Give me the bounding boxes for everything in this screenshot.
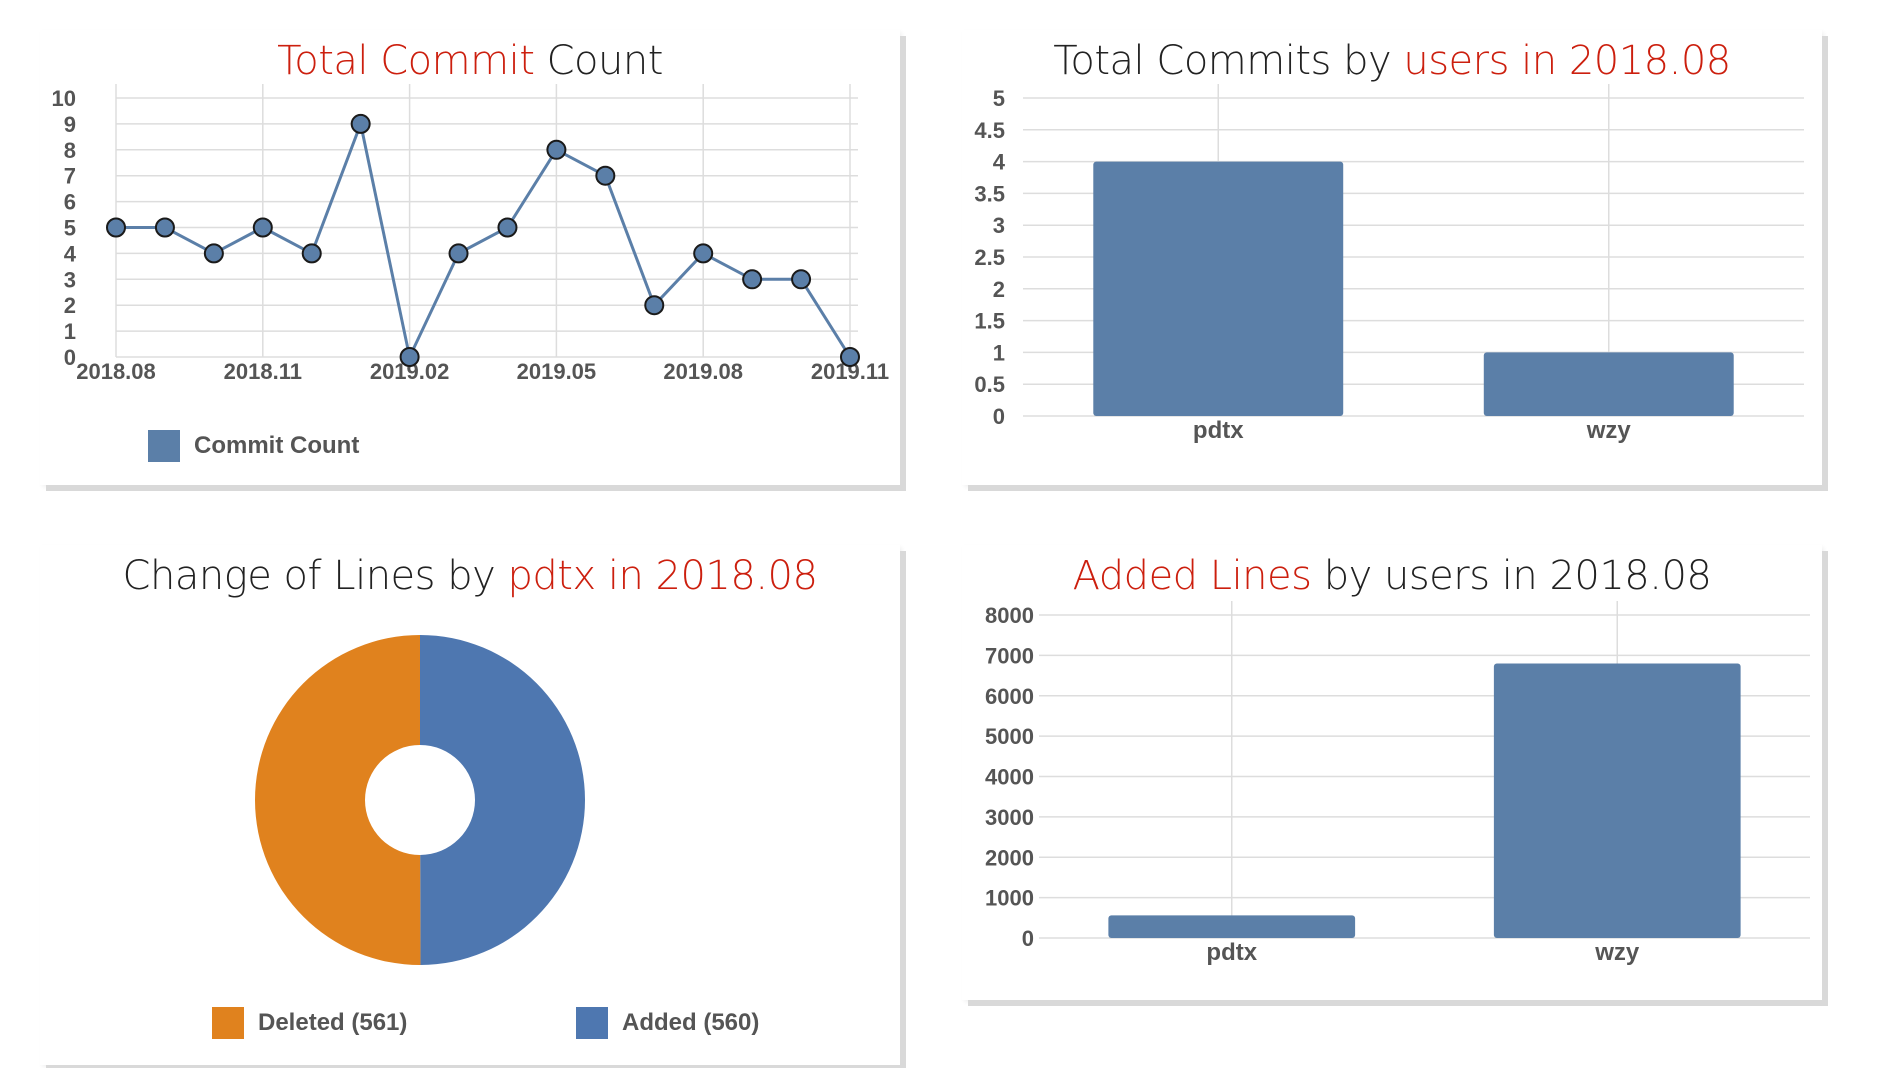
y-tick-label: 0 [1022,926,1034,951]
y-tick-label: 6 [64,190,76,215]
added-lines-card: Added Lines by users in 2018.08 0 1000 200… [962,545,1822,1000]
data-point [840,347,860,367]
y-tick-label: 3 [64,267,76,292]
y-tick-label: 2000 [985,845,1034,870]
y-tick-label: 1 [993,340,1005,365]
legend-added-label: Added (560) [622,1009,760,1036]
commit-count-card: Total Commit Count 0 1 2 3 4 5 6 7 8 9 10 2018.08 20… [40,30,900,485]
line-change-card: Change of Lines by pdtx in 2018.08 Delet… [40,545,900,1065]
y-tick-label: 5000 [985,724,1034,749]
y-tick-label: 3.5 [974,181,1005,206]
category-label: pdtx [1206,939,1257,966]
x-tick-label: 2018.08 [76,359,156,384]
legend-deleted-label: Deleted (561) [258,1009,408,1036]
y-tick-label: 4 [64,241,77,266]
category-label: wzy [1594,939,1640,966]
y-tick-label: 10 [52,86,76,111]
data-point [644,295,665,316]
category-label: pdtx [1193,417,1244,444]
user-commits-bar-chart: 0 0.5 1 1.5 2 2.5 3 3.5 4 4.5 5 pdtx wzy [974,84,1804,444]
data-point [301,243,322,264]
commit-count-legend[interactable]: Commit Count [148,430,359,462]
commit-count-title-highlight: Total Commit [277,38,535,84]
added-lines-title-rest: by users in 2018.08 [1311,553,1712,599]
legend-label: Commit Count [194,432,360,459]
data-point [742,269,763,290]
y-tick-label: 0 [64,345,76,370]
user-commits-card: Total Commits by users in 2018.08 0 0.5 1 1… [962,30,1822,485]
y-tick-label: 2.5 [974,245,1005,270]
data-point [399,347,420,367]
y-tick-label: 1.5 [974,309,1005,334]
added-lines-title-highlight: Added Lines [1072,553,1312,599]
series-line [116,118,852,362]
legend-swatch [148,430,180,462]
legend-swatch-deleted [212,1007,244,1039]
added-lines-bar-chart: 0 1000 2000 3000 4000 5000 6000 7000 8000 pdtx wzy [985,601,1810,966]
y-tick-label: 8000 [985,603,1034,628]
donut-slice [255,635,421,965]
y-tick-label: 7000 [985,643,1034,668]
x-tick-label: 2019.08 [663,359,743,384]
data-point [203,243,224,264]
line-change-title-plain: Change of Lines by [122,553,508,599]
y-tick-label: 1 [64,319,76,344]
bar [1108,915,1356,938]
y-tick-label: 1000 [985,886,1034,911]
y-tick-label: 7 [64,164,76,189]
data-point [693,243,714,264]
category-label: wzy [1586,417,1632,444]
y-tick-label: 3000 [985,805,1034,830]
y-tick-label: 9 [64,112,76,137]
user-commits-title: Total Commits by users in 2018.08 [962,38,1822,84]
user-commits-title-highlight: users in 2018.08 [1403,38,1731,84]
data-point [448,243,469,264]
added-lines-title: Added Lines by users in 2018.08 [962,553,1822,599]
bar [1493,663,1741,938]
user-commits-title-plain: Total Commits by [1053,38,1404,84]
x-tick-label: 2018.11 [224,359,302,384]
line-change-title-highlight: pdtx in 2018.08 [507,553,818,599]
y-tick-label: 3 [993,213,1005,238]
y-tick-label: 0 [993,404,1005,429]
commit-count-title: Total Commit Count [40,38,900,84]
donut-slice [420,635,586,965]
data-point [252,217,273,238]
x-tick-label: 2019.05 [517,359,597,384]
data-point [497,217,518,238]
legend-added[interactable]: Added (560) [576,1007,759,1039]
line-change-donut-chart [255,635,586,965]
data-point [350,113,371,134]
y-tick-label: 6000 [985,684,1034,709]
line-change-title: Change of Lines by pdtx in 2018.08 [40,553,900,599]
data-point [154,217,175,238]
y-tick-label: 2 [64,293,76,318]
legend-swatch-added [576,1007,608,1039]
bar [1093,161,1344,416]
legend-deleted[interactable]: Deleted (561) [212,1007,407,1039]
y-tick-label: 4000 [985,765,1034,790]
data-point [106,217,126,238]
data-point [546,139,567,160]
data-point [595,165,616,186]
data-point [791,269,812,290]
bar [1483,352,1734,416]
y-tick-label: 2 [993,277,1005,302]
y-tick-label: 0.5 [974,372,1005,397]
y-tick-label: 8 [64,138,76,163]
commit-count-title-rest: Count [534,38,664,84]
y-tick-label: 4 [993,150,1006,175]
y-tick-label: 5 [993,86,1005,111]
y-tick-label: 5 [64,216,76,241]
y-tick-label: 4.5 [974,118,1005,143]
